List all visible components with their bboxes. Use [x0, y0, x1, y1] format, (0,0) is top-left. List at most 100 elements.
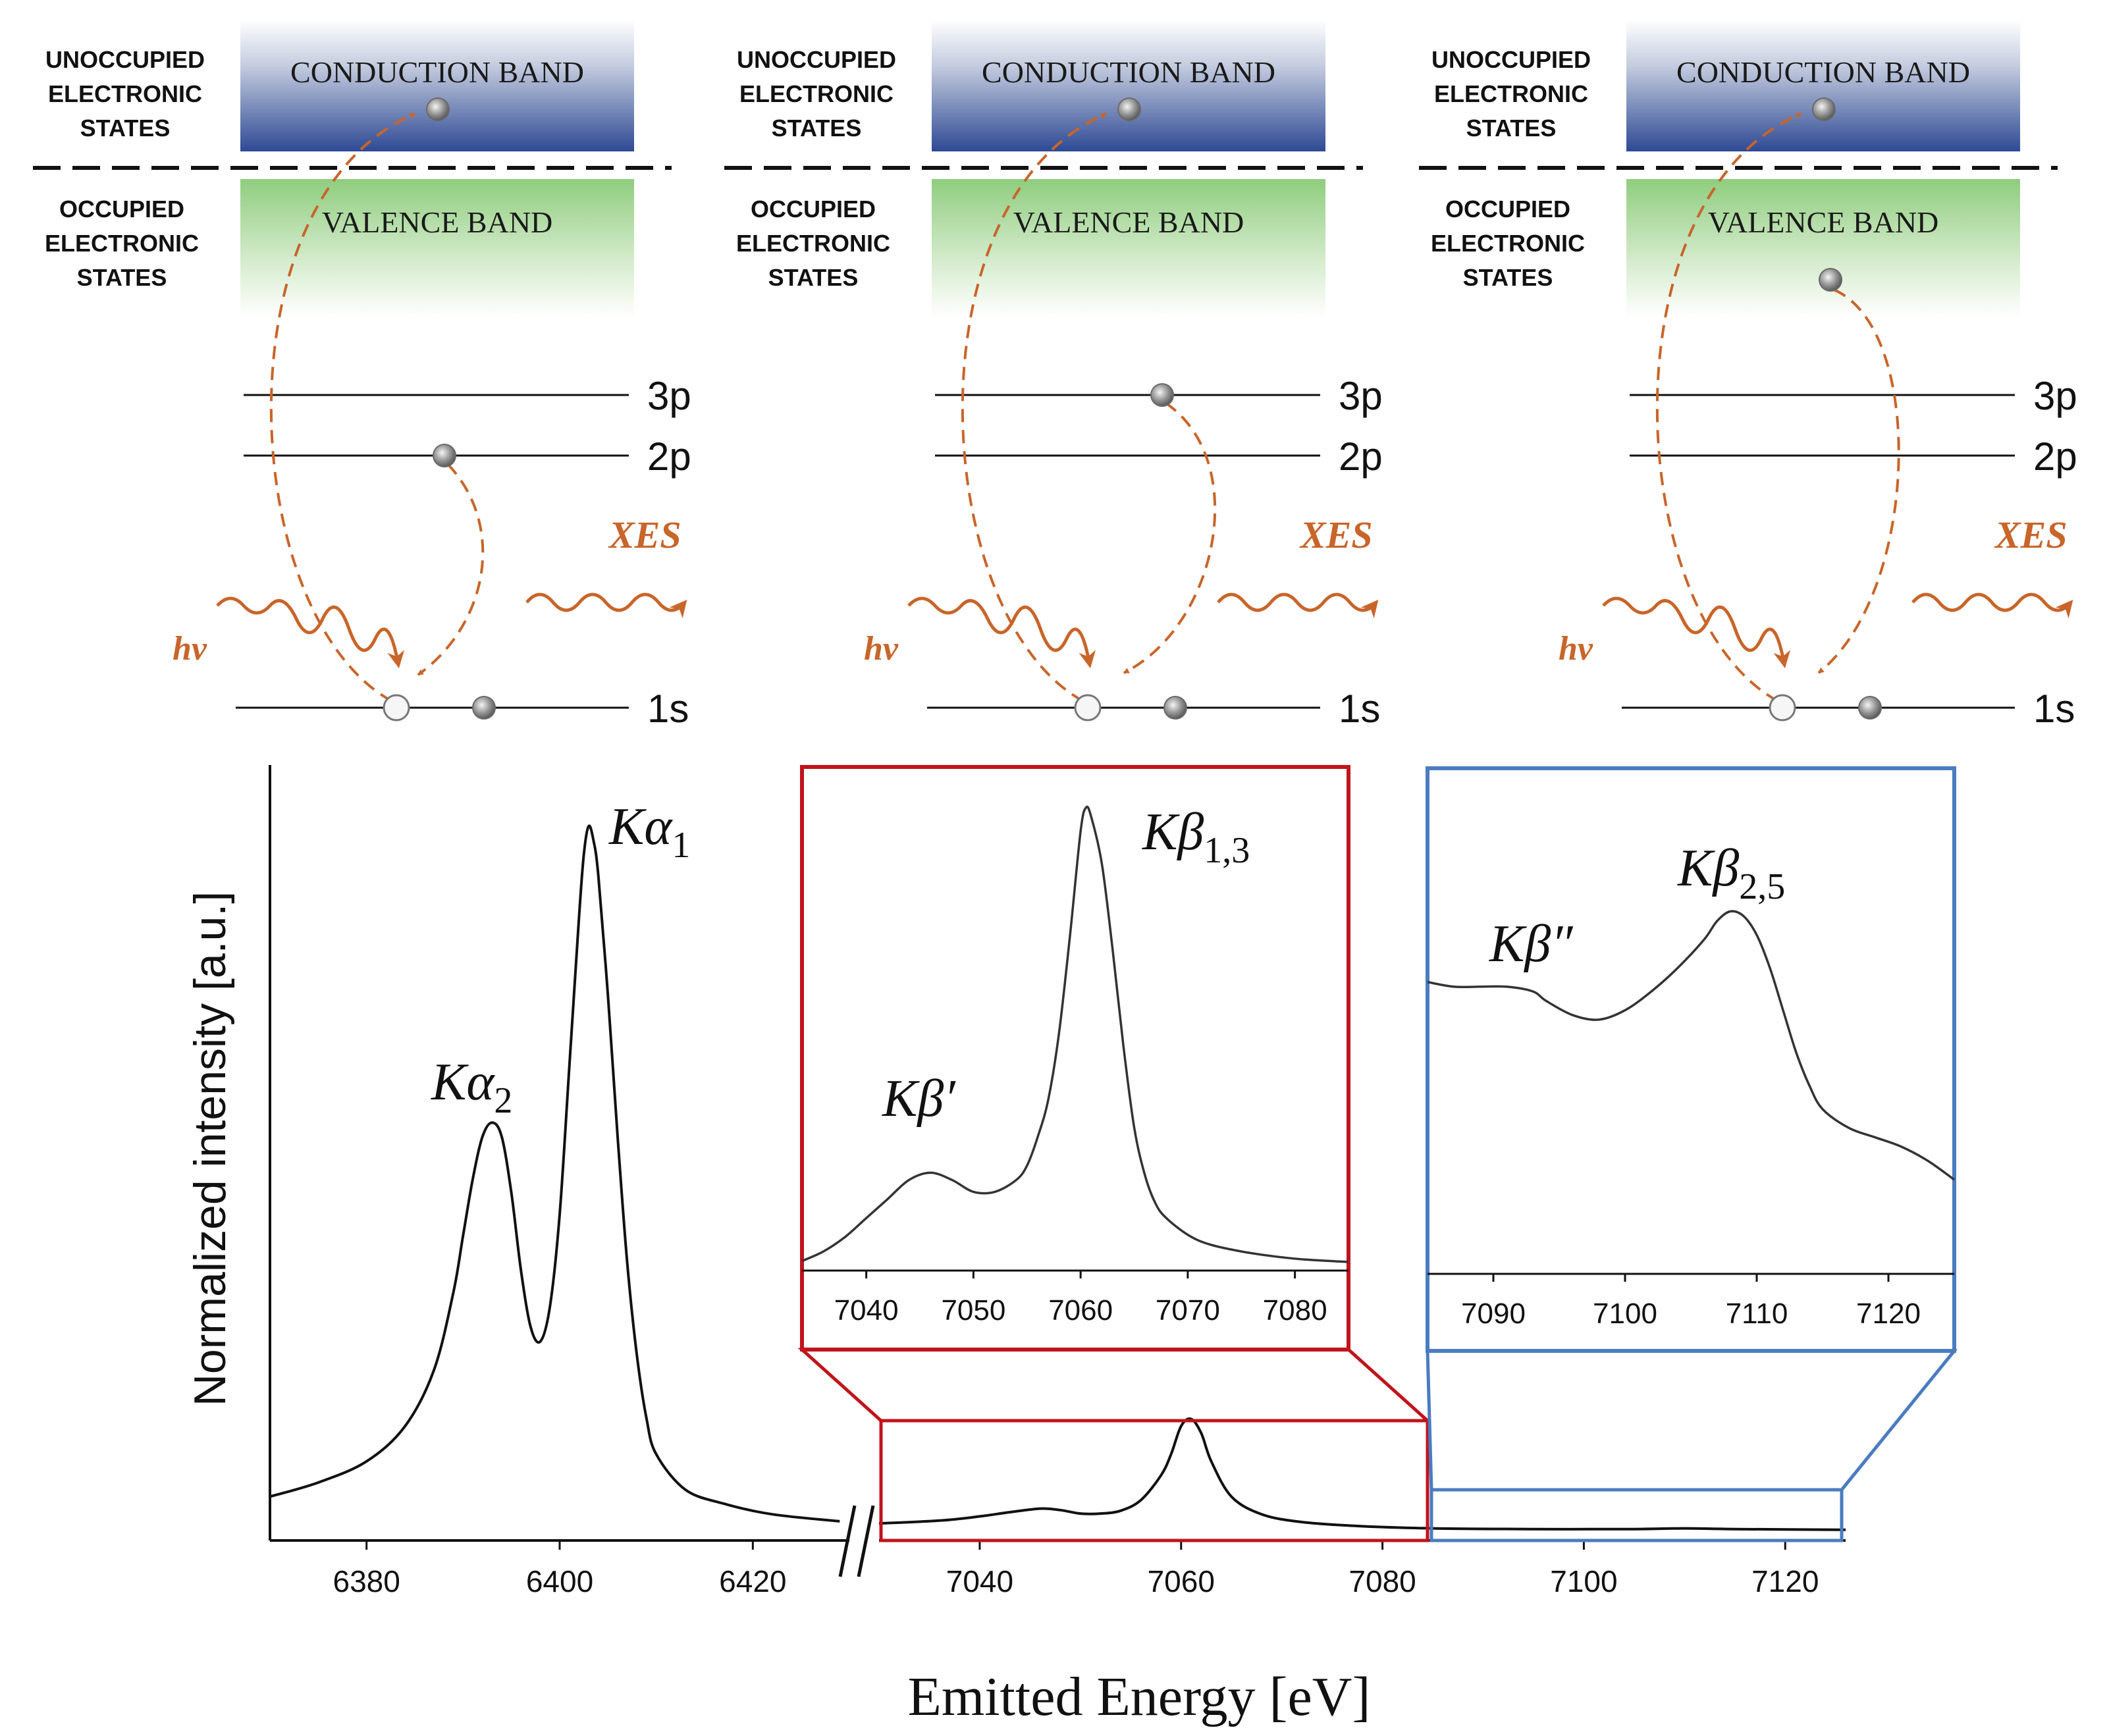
diagram-2: UNOCCUPIED ELECTRONIC STATES OCCUPIED ELECTR…: [724, 20, 1383, 731]
blue-inset-tick-label-7110: 7110: [1726, 1298, 1788, 1330]
red-zoom-connector: [797, 1348, 1429, 1422]
red-inset-ticks: 7040 7050 7060 7070 7080: [834, 1271, 1327, 1327]
decaying-electron: [433, 444, 456, 467]
label-ka2-symbol: Kα: [431, 1053, 495, 1111]
xes-label: XES: [608, 513, 681, 556]
main-tick-label-7060: 7060: [1148, 1564, 1215, 1598]
blue-inset-frame: [1426, 766, 1956, 1353]
xes-label: XES: [1994, 513, 2068, 556]
y-axis-title: Normalized intensity [a.u.]: [185, 891, 235, 1406]
label-kb25-sub: 2,5: [1739, 866, 1785, 907]
label-ka1-sub: 1: [672, 825, 690, 866]
unoccupied-label-line-2: ELECTRONIC: [739, 80, 894, 107]
occupied-label-line-2: ELECTRONIC: [736, 230, 890, 257]
unoccupied-label-line-3: STATES: [80, 115, 171, 142]
blue-inset-tick-label-7090: 7090: [1461, 1298, 1526, 1330]
label-kb-prime: Kβ′: [882, 1070, 956, 1128]
core-hole: [1074, 694, 1102, 722]
conduction-band: [932, 20, 1325, 151]
decay-arrow: [1817, 288, 1900, 674]
core-electron: [1163, 696, 1187, 720]
label-kb25-symbol: Kβ: [1677, 839, 1739, 897]
kb-series-line: [878, 1417, 1846, 1531]
blue-inset-spectrum: [1427, 910, 1956, 1181]
unoccupied-label-line-3: STATES: [772, 115, 862, 142]
label-kb13-sub: 1,3: [1204, 830, 1250, 871]
valence-band-label: VALENCE BAND: [1708, 205, 1939, 239]
occupied-label-line-3: STATES: [77, 264, 167, 291]
blue-inset-tick-label-7100: 7100: [1593, 1298, 1657, 1330]
main-tick-label-7100: 7100: [1550, 1564, 1617, 1598]
occupied-label-line-1: OCCUPIED: [59, 196, 184, 223]
emitted-photon-wave: [1217, 592, 1379, 619]
main-x-ticks: 6380 6400 6420 7040 7060 7080 7100 7120: [333, 1540, 1819, 1598]
core-hole: [383, 694, 410, 722]
x-axis-title: Emitted Energy [eV]: [908, 1666, 1371, 1727]
energy-level-diagrams: UNOCCUPIED ELECTRONIC STATES OCCUPIED ELECTR…: [33, 20, 2077, 731]
excited-electron: [1117, 97, 1141, 121]
decaying-electron: [1150, 383, 1174, 407]
incident-photon-label: hv: [864, 630, 899, 668]
core-hole: [1769, 694, 1796, 722]
red-inset-spectrum: [801, 805, 1349, 1263]
decay-arrow: [1123, 402, 1217, 674]
unoccupied-label-line-1: UNOCCUPIED: [45, 46, 205, 73]
incident-photon-wave: [907, 596, 1096, 669]
main-tick-label-6380: 6380: [333, 1564, 400, 1598]
axis-break: [838, 1505, 875, 1577]
valence-band: [932, 179, 1325, 317]
occupied-label-line-1: OCCUPIED: [751, 196, 876, 223]
level-3p-label: 3p: [647, 374, 691, 418]
main-tick-label-7080: 7080: [1348, 1564, 1416, 1598]
level-2p-label: 2p: [2033, 434, 2077, 479]
label-ka1-symbol: Kα: [608, 798, 673, 856]
blue-zoom-region: [1429, 1488, 1844, 1542]
excited-electron: [1812, 97, 1836, 121]
blue-inset-series-line: [1427, 910, 1956, 1181]
core-electron: [472, 696, 496, 720]
label-kb25: Kβ2,5: [1677, 839, 1785, 907]
unoccupied-label-line-1: UNOCCUPIED: [737, 46, 896, 73]
blue-zoom-connector: [1426, 1349, 1958, 1491]
ka-series-line: [269, 824, 840, 1523]
level-1s-label: 1s: [2033, 687, 2075, 731]
excitation-arrow: [961, 113, 1108, 702]
main-tick-label-6420: 6420: [719, 1564, 786, 1598]
red-inset-series-line: [801, 805, 1349, 1263]
conduction-band-label: CONDUCTION BAND: [982, 55, 1275, 89]
core-electron: [1858, 696, 1882, 720]
decaying-electron: [1819, 268, 1842, 292]
occupied-label-line-3: STATES: [1463, 264, 1553, 291]
valence-band: [240, 179, 634, 317]
emitted-photon-wave: [1911, 592, 2073, 619]
main-tick-label-6400: 6400: [526, 1564, 593, 1598]
incident-photon-wave: [1602, 596, 1791, 669]
conduction-band-label: CONDUCTION BAND: [290, 55, 584, 89]
valence-band: [1626, 179, 2020, 317]
label-ka2: Kα2: [431, 1053, 512, 1121]
occupied-label-line-3: STATES: [768, 264, 859, 291]
conduction-band: [1626, 20, 2020, 151]
conduction-band-label: CONDUCTION BAND: [1676, 55, 1970, 89]
level-1s-label: 1s: [647, 687, 689, 731]
level-1s-label: 1s: [1339, 687, 1380, 731]
decay-arrow: [417, 463, 485, 676]
level-2p-label: 2p: [1339, 434, 1383, 479]
red-inset-tick-label-7040: 7040: [834, 1294, 899, 1327]
excitation-arrow: [269, 113, 416, 702]
blue-inset-tick-label-7120: 7120: [1856, 1298, 1921, 1330]
main-spectrum: [269, 824, 1846, 1531]
valence-band-label: VALENCE BAND: [1013, 205, 1244, 239]
unoccupied-label-line-3: STATES: [1466, 115, 1557, 142]
label-kb13-symbol: Kβ: [1142, 803, 1204, 861]
occupied-label-line-2: ELECTRONIC: [45, 230, 199, 257]
red-inset-tick-label-7050: 7050: [941, 1294, 1005, 1327]
incident-photon-label: hv: [173, 630, 207, 668]
unoccupied-label-line-2: ELECTRONIC: [48, 80, 202, 107]
incident-photon-label: hv: [1559, 630, 1593, 668]
level-2p-label: 2p: [647, 434, 691, 479]
xes-label: XES: [1299, 513, 1373, 556]
level-3p-label: 3p: [1339, 374, 1383, 418]
blue-inset-ticks: 7090 7100 7110 7120: [1461, 1274, 1921, 1330]
